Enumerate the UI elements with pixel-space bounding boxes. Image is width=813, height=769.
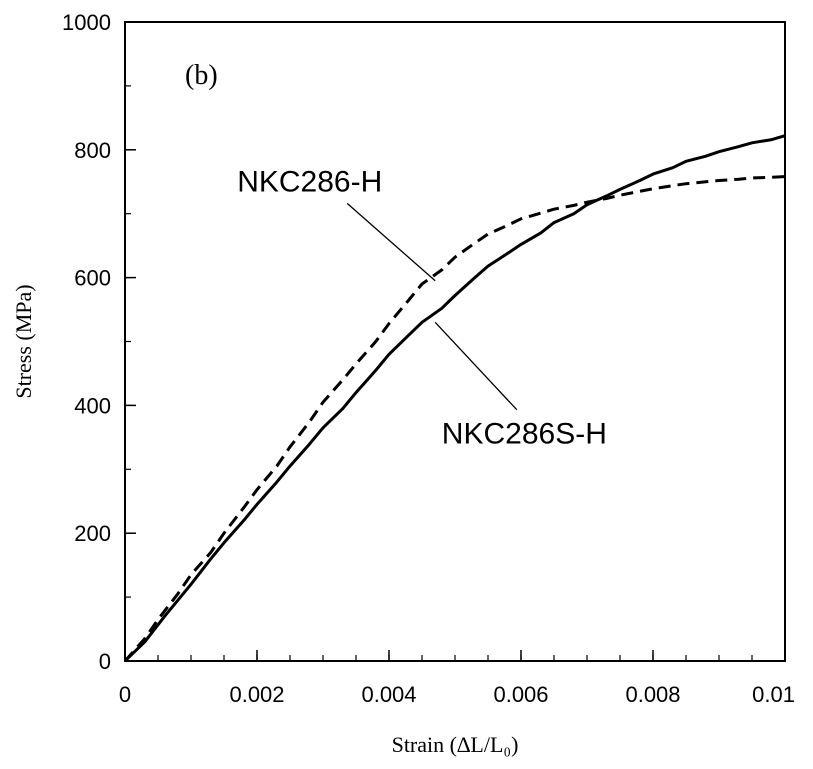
y-tick-label: 400 <box>74 393 111 418</box>
x-tick-label: 0 <box>119 682 131 707</box>
y-axis-title: Stress (MPa) <box>11 284 36 398</box>
y-tick-label: 600 <box>74 266 111 291</box>
x-tick-label: 0.004 <box>361 682 416 707</box>
y-tick-label: 0 <box>99 649 111 674</box>
annotation-label-nkc286s-h: NKC286S-H <box>442 418 607 451</box>
annotation-leader-line <box>346 202 436 282</box>
series-line-nkc286s-h <box>123 134 786 663</box>
x-tick-labels: 0 0.002 0.004 0.006 0.008 0.01 <box>119 682 795 707</box>
plot-frame <box>124 21 786 662</box>
x-axis-title: Strain (∆L/L₀) <box>392 732 519 757</box>
y-tick-label: 800 <box>74 138 111 163</box>
x-tick-label: 0.006 <box>493 682 548 707</box>
major-ticks <box>124 21 786 662</box>
annotation-label-nkc286-h: NKC286-H <box>237 165 382 198</box>
series-line-nkc286-h <box>123 175 786 662</box>
annotation-leader-line <box>434 321 518 411</box>
panel-label: (b) <box>185 60 218 91</box>
x-tick-label: 0.008 <box>625 682 680 707</box>
series-layer <box>123 134 786 663</box>
annotation-layer: NKC286-H NKC286S-H <box>237 165 607 450</box>
y-tick-label: 1000 <box>62 10 111 35</box>
y-tick-labels: 0 200 400 600 800 1000 <box>62 10 111 674</box>
x-tick-label: 0.002 <box>229 682 284 707</box>
x-tick-label: 0.01 <box>752 682 795 707</box>
y-tick-label: 200 <box>74 521 111 546</box>
